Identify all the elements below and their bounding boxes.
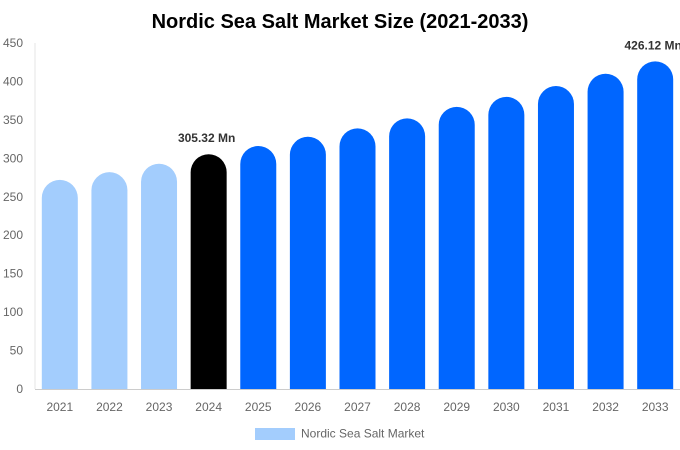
data-label-2024: 305.32 Mn	[178, 131, 235, 145]
y-tick-label: 400	[3, 74, 23, 88]
x-tick-label: 2032	[592, 400, 619, 414]
data-label-2033: 426.12 Mn	[625, 38, 680, 52]
x-tick-label: 2030	[493, 400, 520, 414]
bar-2029[interactable]	[438, 106, 475, 389]
x-tick-label: 2027	[344, 400, 371, 414]
x-tick-label: 2028	[394, 400, 421, 414]
bar-2032[interactable]	[587, 73, 624, 389]
x-tick-label: 2024	[195, 400, 222, 414]
y-tick-label: 300	[3, 151, 23, 165]
x-tick-label: 2026	[295, 400, 322, 414]
legend[interactable]: Nordic Sea Salt Market	[255, 427, 425, 441]
chart-title: Nordic Sea Salt Market Size (2021-2033)	[152, 11, 529, 33]
bar-2028[interactable]	[389, 118, 426, 389]
data-labels: 305.32 Mn 426.12 Mn	[178, 38, 680, 145]
x-tick-label: 2025	[245, 400, 272, 414]
y-tick-label: 50	[10, 344, 24, 358]
y-tick-label: 450	[3, 36, 23, 50]
legend-swatch	[255, 428, 295, 440]
y-tick-label: 0	[16, 382, 23, 396]
bar-2027[interactable]	[339, 128, 376, 389]
bar-2023[interactable]	[141, 163, 178, 389]
y-tick-label: 350	[3, 113, 23, 127]
y-axis: 0 50 100 150 200 250 300 350 400 450	[3, 36, 36, 396]
bar-2024[interactable]	[190, 154, 227, 389]
x-tick-label: 2022	[96, 400, 123, 414]
x-tick-label: 2021	[46, 400, 73, 414]
legend-label: Nordic Sea Salt Market	[301, 427, 425, 441]
x-tick-label: 2023	[146, 400, 173, 414]
y-tick-label: 200	[3, 228, 23, 242]
bar-2033[interactable]	[637, 61, 674, 389]
x-tick-label: 2031	[543, 400, 570, 414]
bars	[41, 61, 674, 390]
x-tick-label: 2033	[642, 400, 669, 414]
bar-2026[interactable]	[289, 136, 326, 389]
bar-2031[interactable]	[537, 86, 574, 390]
y-tick-label: 150	[3, 267, 23, 281]
bar-2022[interactable]	[91, 172, 128, 389]
bar-2030[interactable]	[488, 96, 525, 389]
y-tick-label: 250	[3, 190, 23, 204]
x-tick-label: 2029	[443, 400, 470, 414]
bar-2025[interactable]	[240, 146, 277, 389]
bar-2021[interactable]	[41, 179, 78, 389]
x-axis: 2021 2022 2023 2024 2025 2026 2027 2028 2029 2030…	[35, 389, 680, 414]
y-tick-label: 100	[3, 305, 23, 319]
